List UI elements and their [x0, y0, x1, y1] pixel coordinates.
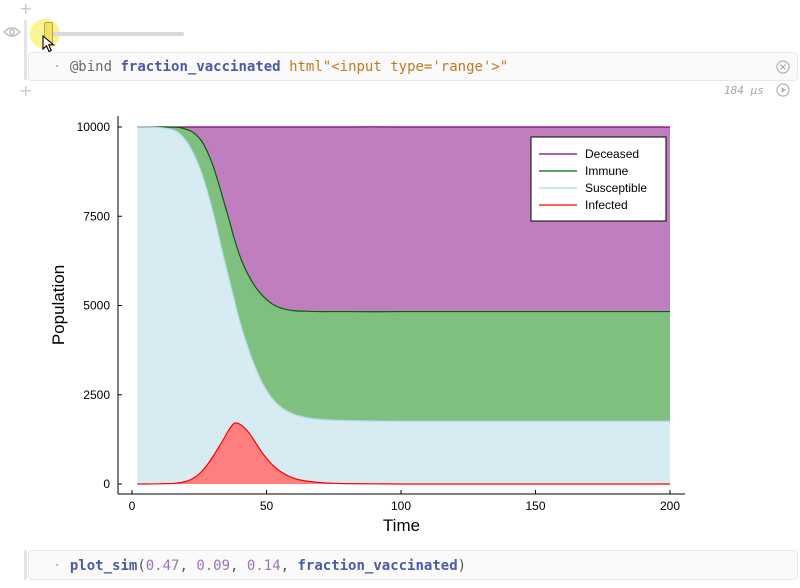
fraction-vaccinated-slider[interactable]	[44, 22, 184, 44]
arg-4: fraction_vaccinated	[297, 558, 458, 574]
html-prefix: html	[289, 59, 323, 75]
sir-plot: 0 50 100 150 200 0 2500 5000 7500 10000 Time Popula…	[49, 116, 685, 535]
legend-box	[530, 136, 667, 222]
legend-label-infected: Infected	[585, 198, 628, 212]
y-tick-label: 7500	[83, 209, 110, 223]
x-tick-label: 0	[129, 499, 136, 513]
close-icon[interactable]	[776, 60, 790, 74]
x-tick-label: 100	[391, 499, 411, 513]
arg-3: 0.14	[246, 558, 281, 574]
line-marker: ·	[53, 59, 62, 75]
html-string: "<input type='range'>"	[322, 59, 509, 75]
y-tick-label: 2500	[83, 388, 110, 402]
bind-code-cell[interactable]: · @bind fraction_vaccinated html"<input …	[28, 52, 798, 81]
cell-gutter-bar	[24, 20, 27, 80]
mouse-pointer-icon	[42, 35, 56, 53]
y-tick-label: 5000	[83, 299, 110, 313]
plot-code-line[interactable]: · plot_sim(0.47, 0.09, 0.14, fraction_va…	[53, 552, 466, 580]
bind-code-line[interactable]: · @bind fraction_vaccinated html"<input …	[53, 53, 508, 81]
y-tick-label: 10000	[77, 120, 111, 134]
plot-code-cell[interactable]: · plot_sim(0.47, 0.09, 0.14, fraction_va…	[28, 550, 798, 580]
cell-gutter-bar-2	[24, 550, 27, 580]
legend-label-susceptible: Susceptible	[585, 181, 647, 195]
add-cell-above-icon[interactable]: +	[19, 0, 33, 18]
close-paren: )	[457, 558, 467, 574]
infected-line	[137, 422, 670, 485]
arg-2: 0.09	[196, 558, 231, 574]
infected-area	[137, 422, 670, 485]
y-tick-label: 0	[103, 477, 110, 491]
open-paren: (	[137, 558, 146, 574]
arg-separator: ,	[179, 558, 197, 574]
x-axis-label: Time	[383, 516, 420, 535]
arg-separator: ,	[280, 558, 298, 574]
run-icon[interactable]	[776, 83, 790, 97]
arg-1: 0.47	[145, 558, 180, 574]
x-tick-label: 150	[525, 499, 545, 513]
legend-label-deceased: Deceased	[585, 147, 639, 161]
immune-area	[137, 126, 670, 422]
eye-icon[interactable]	[3, 25, 21, 39]
line-marker: ·	[53, 558, 62, 574]
function-name: plot_sim	[69, 558, 138, 574]
legend-label-immune: Immune	[585, 164, 629, 178]
bind-variable: fraction_vaccinated	[120, 59, 281, 75]
runtime-label: 184 μs	[724, 84, 764, 97]
slider-track[interactable]	[44, 32, 184, 36]
add-cell-below-icon[interactable]: +	[19, 81, 33, 100]
x-tick-label: 50	[260, 499, 274, 513]
x-tick-label: 200	[660, 499, 680, 513]
bind-macro: @bind	[69, 59, 113, 75]
y-axis-label: Population	[49, 265, 68, 345]
immune-line	[137, 126, 670, 313]
susceptible-area	[137, 126, 670, 485]
susceptible-line	[137, 126, 670, 422]
arg-separator: ,	[230, 558, 247, 574]
